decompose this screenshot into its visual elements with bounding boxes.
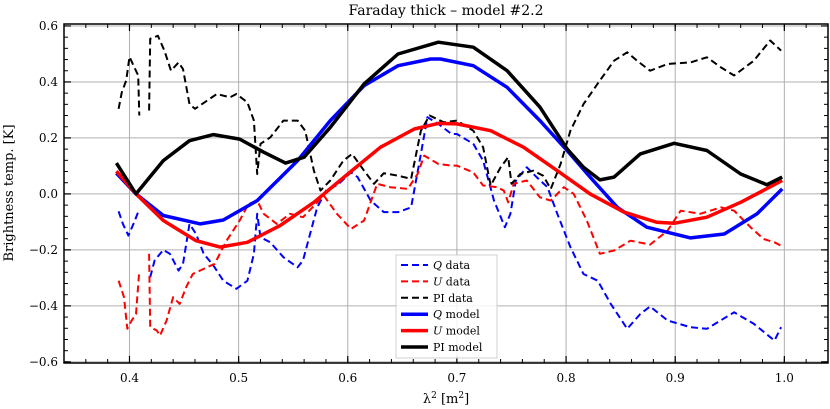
y-tick-label: 0.4 xyxy=(39,75,58,89)
series-u-data-line xyxy=(117,154,782,337)
x-tick-label: 1.0 xyxy=(775,371,794,385)
x-tick-label: 0.8 xyxy=(557,371,576,385)
legend-label-q-model: Q model xyxy=(433,308,480,321)
legend-box xyxy=(395,254,498,359)
series-pi-data-line xyxy=(117,34,782,192)
series-q-data-line xyxy=(117,116,782,342)
y-tick-label: 0.6 xyxy=(39,19,58,33)
x-tick-label: 0.7 xyxy=(447,371,466,385)
grid xyxy=(64,24,828,363)
legend-label-pi-model: PI model xyxy=(433,341,483,354)
y-axis-label: Brightness temp. [K] xyxy=(2,124,17,261)
legend-label-q-data: Q data xyxy=(433,259,471,272)
tick-labels: 0.4 0.5 0.6 0.7 0.8 0.9 1.0 −0.6 −0.4 −0.2 0.0 0.2 0… xyxy=(29,19,794,385)
legend: Q data U data PI data Q model U model PI mode… xyxy=(395,254,498,359)
x-tick-label: 0.9 xyxy=(666,371,685,385)
legend-label-pi-data: PI data xyxy=(433,292,473,305)
y-tick-label: 0.0 xyxy=(39,187,58,201)
legend-label-u-data: U data xyxy=(433,275,471,288)
series-q-model-line xyxy=(115,57,784,240)
legend-label-u-model: U model xyxy=(433,325,480,338)
y-tick-label: −0.6 xyxy=(29,355,58,369)
y-tick-label: −0.2 xyxy=(29,243,58,257)
series-pi-model-line xyxy=(114,40,783,196)
y-tick-label: −0.4 xyxy=(29,299,59,313)
series-layer xyxy=(114,34,784,342)
x-axis-label: λ2 [m2] xyxy=(423,391,469,407)
series-u-model-line xyxy=(115,121,784,249)
x-tick-label: 0.4 xyxy=(120,371,139,385)
x-tick-label: 0.6 xyxy=(338,371,357,385)
x-tick-label: 0.5 xyxy=(229,371,248,385)
chart-title: Faraday thick – model #2.2 xyxy=(348,3,543,19)
ticks xyxy=(63,24,829,363)
y-tick-label: 0.2 xyxy=(39,131,58,145)
